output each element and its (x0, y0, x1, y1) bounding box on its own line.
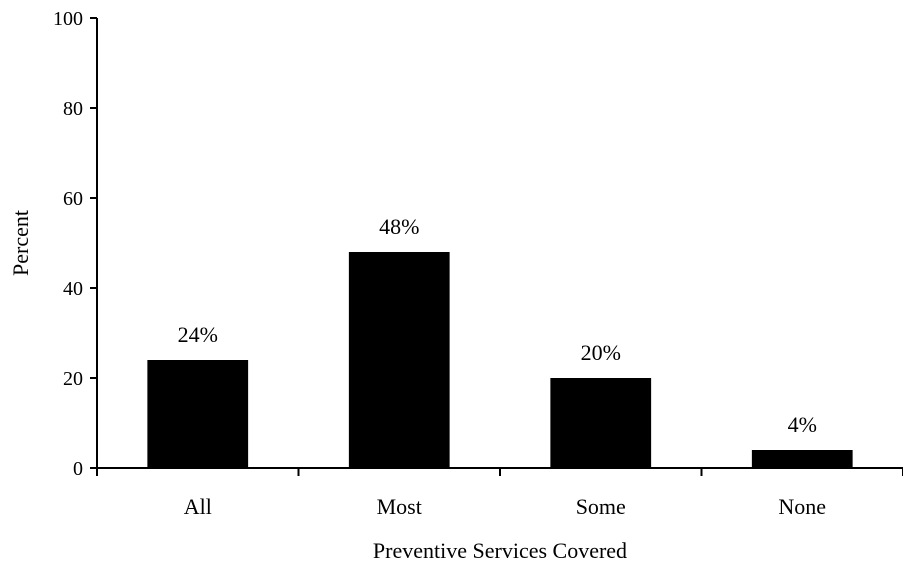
bar-value-label: 4% (788, 412, 817, 437)
y-axis-ticks: 0 20 40 60 80 100 (53, 8, 97, 480)
y-tick-label: 60 (63, 188, 83, 210)
bar-none (751, 450, 853, 468)
bar-value-label: 24% (178, 322, 218, 347)
bars: 24% 48% 20% 4% (147, 214, 853, 468)
bar-value-label: 48% (379, 214, 419, 239)
x-category-label: All (184, 494, 212, 519)
x-category-label: Some (576, 494, 626, 519)
y-tick-label: 0 (73, 458, 83, 480)
y-tick-label: 40 (63, 278, 83, 300)
x-category-label: Most (377, 494, 422, 519)
y-axis-title: Percent (8, 210, 33, 276)
x-axis-title: Preventive Services Covered (373, 538, 627, 563)
x-category-label: None (778, 494, 826, 519)
bar-value-label: 20% (581, 340, 621, 365)
x-axis-ticks: All Most Some None (96, 468, 903, 519)
bar-most (348, 252, 450, 468)
bar-all (147, 360, 249, 468)
y-tick-label: 80 (63, 98, 83, 120)
y-tick-label: 100 (53, 8, 83, 30)
y-tick-label: 20 (63, 368, 83, 390)
bar-some (550, 378, 652, 468)
